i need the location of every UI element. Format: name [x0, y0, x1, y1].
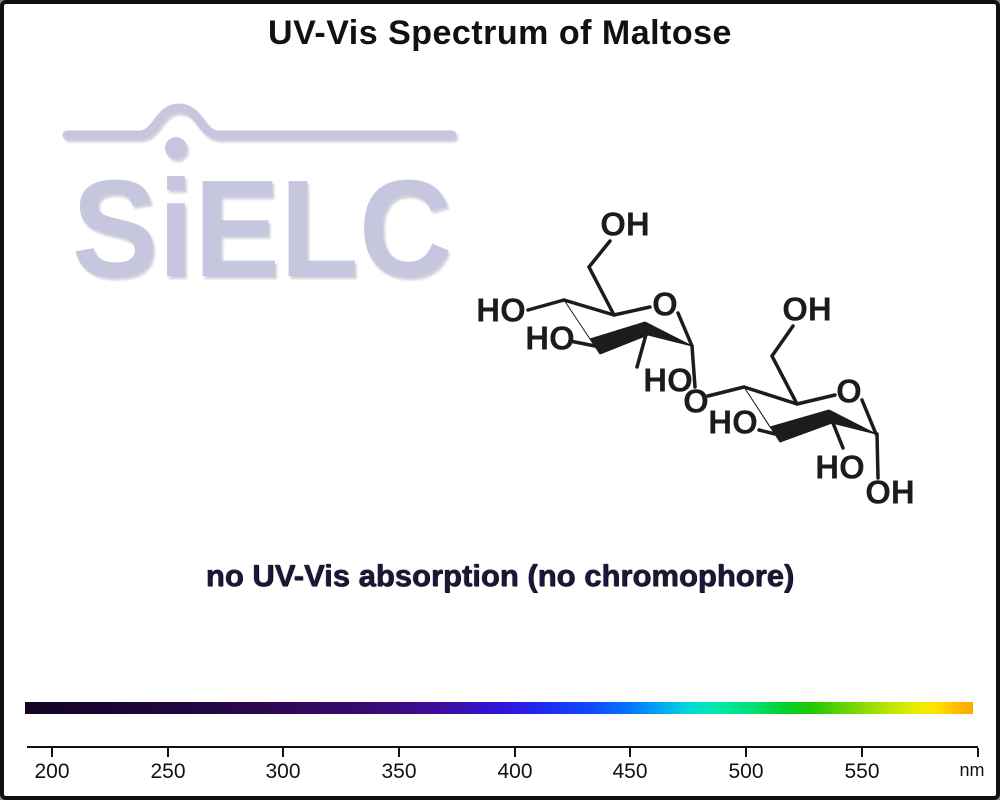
tick-label: 500 [728, 760, 764, 783]
tick-mark [861, 748, 863, 757]
bond [562, 298, 616, 317]
atom-label: O [836, 373, 862, 410]
axis-tick-400: 400 [483, 748, 547, 784]
bond [568, 339, 597, 348]
logo-wordmark: SiELC [72, 152, 452, 292]
tick-mark [514, 748, 516, 757]
sielc-logo: SiELC [62, 103, 457, 292]
tick-mark [629, 748, 631, 757]
wedge-bond-left-ring [563, 299, 693, 355]
tick-label: 250 [150, 760, 186, 783]
bond-ch2oh-left [586, 239, 616, 317]
axis-tick-550: 550 [830, 748, 894, 784]
bond-anomeric-left [690, 344, 697, 389]
bond [860, 398, 878, 436]
bond [795, 393, 837, 406]
atom-label: HO [643, 362, 693, 399]
tick-label: 550 [844, 760, 880, 783]
axis-unit-label: nm [959, 760, 985, 780]
tick-label: 400 [497, 760, 533, 783]
tick-mark [398, 748, 400, 757]
wavelength-colorbar [25, 702, 973, 714]
atom-label: OH [782, 291, 832, 328]
atom-label: HO [708, 404, 758, 441]
atom-label: O [652, 286, 678, 323]
axis-end-tick [977, 748, 979, 757]
axis-tick-250: 250 [136, 748, 200, 784]
wavelength-axis [27, 746, 978, 748]
atom-label: HO [525, 320, 575, 357]
axis-tick-200: 200 [20, 748, 84, 784]
atom-label: O [683, 383, 709, 420]
tick-mark [51, 748, 53, 757]
atom-label: HO [476, 292, 526, 329]
tick-label: 450 [612, 760, 648, 783]
tick-mark [167, 748, 169, 757]
maltose-structure: OH HO HO HO O O OH HO HO OH O [476, 206, 915, 511]
no-absorption-caption: no UV-Vis absorption (no chromophore) [205, 558, 795, 593]
bond-glycosidic [706, 385, 746, 398]
bond [676, 311, 694, 348]
axis-tick-450: 450 [598, 748, 662, 784]
tick-label: 200 [34, 760, 70, 783]
tick-mark [282, 748, 284, 757]
bond [612, 305, 652, 317]
bond [635, 329, 649, 369]
chromatogram-peak-icon [62, 103, 457, 140]
tick-label: 300 [265, 760, 301, 783]
logo-i-dot [165, 137, 187, 159]
bond [742, 385, 799, 406]
bond [526, 298, 566, 312]
atom-label: OH [865, 474, 915, 511]
page-title: UV-Vis Spectrum of Maltose [268, 14, 732, 52]
tick-label: 350 [381, 760, 417, 783]
axis-tick-300: 300 [251, 748, 315, 784]
bond-anomeric-right [875, 432, 880, 480]
bond [757, 428, 777, 436]
wedge-bond-right-ring [743, 386, 877, 443]
atom-label: OH [600, 206, 650, 243]
axis-tick-500: 500 [714, 748, 778, 784]
axis-tick-350: 350 [367, 748, 431, 784]
bond-ch2oh-right [769, 324, 799, 406]
tick-mark [745, 748, 747, 757]
atom-label: HO [815, 449, 865, 486]
